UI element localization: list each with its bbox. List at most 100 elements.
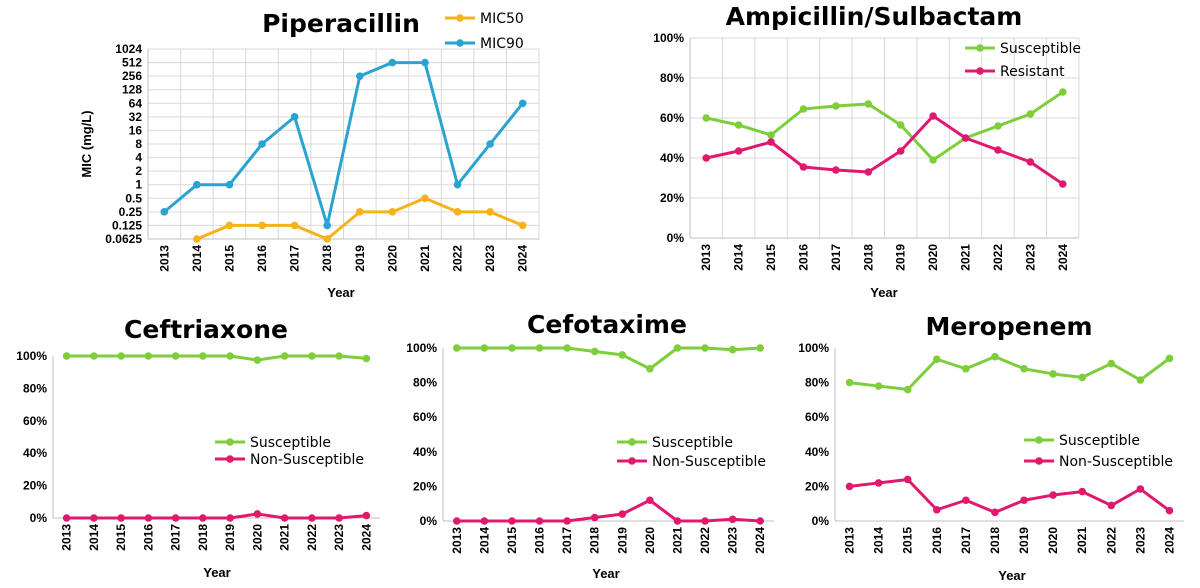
data-point <box>421 58 429 67</box>
data-point <box>160 208 169 216</box>
x-tick-label: 2023 <box>726 527 740 554</box>
x-tick-label: 2013 <box>60 524 74 551</box>
data-point <box>290 113 299 121</box>
x-tick-label: 2013 <box>157 245 171 272</box>
x-tick-label: 2015 <box>505 527 519 554</box>
y-tick-label: 20% <box>660 191 684 205</box>
data-point <box>253 356 262 364</box>
data-point <box>225 221 234 230</box>
x-tick-label: 2018 <box>861 244 875 271</box>
data-point <box>193 235 201 243</box>
data-point <box>258 140 266 148</box>
y-tick-label: 0.0625 <box>105 232 142 246</box>
y-tick-label: 40% <box>660 151 684 165</box>
data-point <box>932 505 941 514</box>
legend-marker <box>1035 436 1043 444</box>
x-tick-label: 2016 <box>930 527 944 554</box>
data-point <box>590 513 599 522</box>
y-tick-label: 4 <box>135 151 142 165</box>
x-tick-label: 2013 <box>699 244 713 271</box>
y-tick-label: 20% <box>805 479 829 493</box>
data-point <box>453 180 462 189</box>
data-point <box>756 344 765 352</box>
series-line-non-susceptible <box>456 498 761 523</box>
data-point <box>362 354 371 363</box>
x-axis-label: Year <box>592 566 619 581</box>
data-point <box>1058 88 1067 96</box>
y-tick-label: 0% <box>30 511 48 525</box>
data-point <box>355 72 364 80</box>
x-tick-label: 2020 <box>250 524 264 551</box>
x-tick-label: 2024 <box>516 245 530 272</box>
series-line-susceptible <box>66 354 367 362</box>
legend-label: Non-Susceptible <box>250 452 364 468</box>
data-point <box>453 208 462 216</box>
legend-label: Susceptible <box>250 435 331 451</box>
data-point <box>1020 496 1028 505</box>
data-point <box>994 146 1002 154</box>
data-point <box>508 344 516 352</box>
data-point <box>258 221 266 230</box>
y-tick-label: 60% <box>413 410 437 424</box>
x-tick-label: 2020 <box>1046 527 1060 554</box>
x-axis-label: Year <box>998 568 1025 583</box>
y-tick-label: 0% <box>812 514 830 528</box>
data-point <box>226 514 234 522</box>
legend-label: Susceptible <box>1059 433 1140 449</box>
x-axis-label: Year <box>870 285 897 300</box>
x-tick-label: 2021 <box>278 524 292 551</box>
x-tick-label: 2024 <box>1056 244 1070 271</box>
data-point <box>335 514 343 522</box>
data-point <box>932 355 941 364</box>
y-tick-label: 0.25 <box>119 205 143 219</box>
x-tick-label: 2019 <box>353 245 367 272</box>
x-tick-label: 2019 <box>223 524 237 551</box>
series-line-susceptible <box>705 90 1064 162</box>
data-point <box>117 352 125 360</box>
data-point <box>961 134 970 142</box>
legend-label: MIC50 <box>480 11 524 27</box>
data-point <box>563 517 571 525</box>
data-point <box>280 514 289 522</box>
data-point <box>226 352 234 360</box>
series-line-non-susceptible <box>849 477 1171 514</box>
data-point <box>646 364 654 373</box>
data-point <box>728 515 737 524</box>
data-point <box>590 347 599 356</box>
legend-label: Resistant <box>1000 64 1065 80</box>
chart-title: Piperacillin <box>262 9 420 38</box>
y-tick-label: 100% <box>16 349 47 363</box>
x-tick-label: 2014 <box>87 524 101 551</box>
x-tick-label: 2017 <box>169 524 183 551</box>
series-line-non-susceptible <box>66 512 367 520</box>
data-point <box>994 122 1002 130</box>
series-line-mic90 <box>163 61 524 227</box>
chart-ceftriaxone: 0% 20% 40% 60% 80% 100% 2013 2014 2015 2016 2017 20… <box>16 315 380 580</box>
x-tick-label: 2019 <box>1017 527 1031 554</box>
y-tick-label: 256 <box>122 69 142 83</box>
x-tick-label: 2020 <box>926 244 940 271</box>
chart-title: Ampicillin/Sulbactam <box>726 2 1023 31</box>
x-tick-label: 2016 <box>533 527 547 554</box>
y-tick-label: 80% <box>23 381 47 395</box>
data-point <box>874 479 883 487</box>
x-tick-label: 2017 <box>829 244 843 271</box>
data-point <box>1026 158 1035 166</box>
chart-piperacillin: 0.06250.1250.250.51248163264128256512102… <box>79 9 540 300</box>
chart-title: Meropenem <box>926 312 1093 341</box>
y-tick-label: 80% <box>805 376 829 390</box>
data-point <box>171 352 180 360</box>
data-point <box>767 131 775 139</box>
x-axis-label: Year <box>203 565 230 580</box>
x-tick-label: 2022 <box>698 527 712 554</box>
x-tick-label: 2018 <box>196 524 210 551</box>
data-point <box>864 168 873 176</box>
data-point <box>535 344 544 352</box>
data-point <box>90 514 98 522</box>
y-tick-label: 2 <box>135 164 142 178</box>
y-tick-label: 512 <box>122 56 142 70</box>
data-point <box>1078 373 1087 382</box>
y-tick-label: 100% <box>798 341 829 355</box>
data-point <box>991 508 999 517</box>
data-point <box>388 58 397 67</box>
